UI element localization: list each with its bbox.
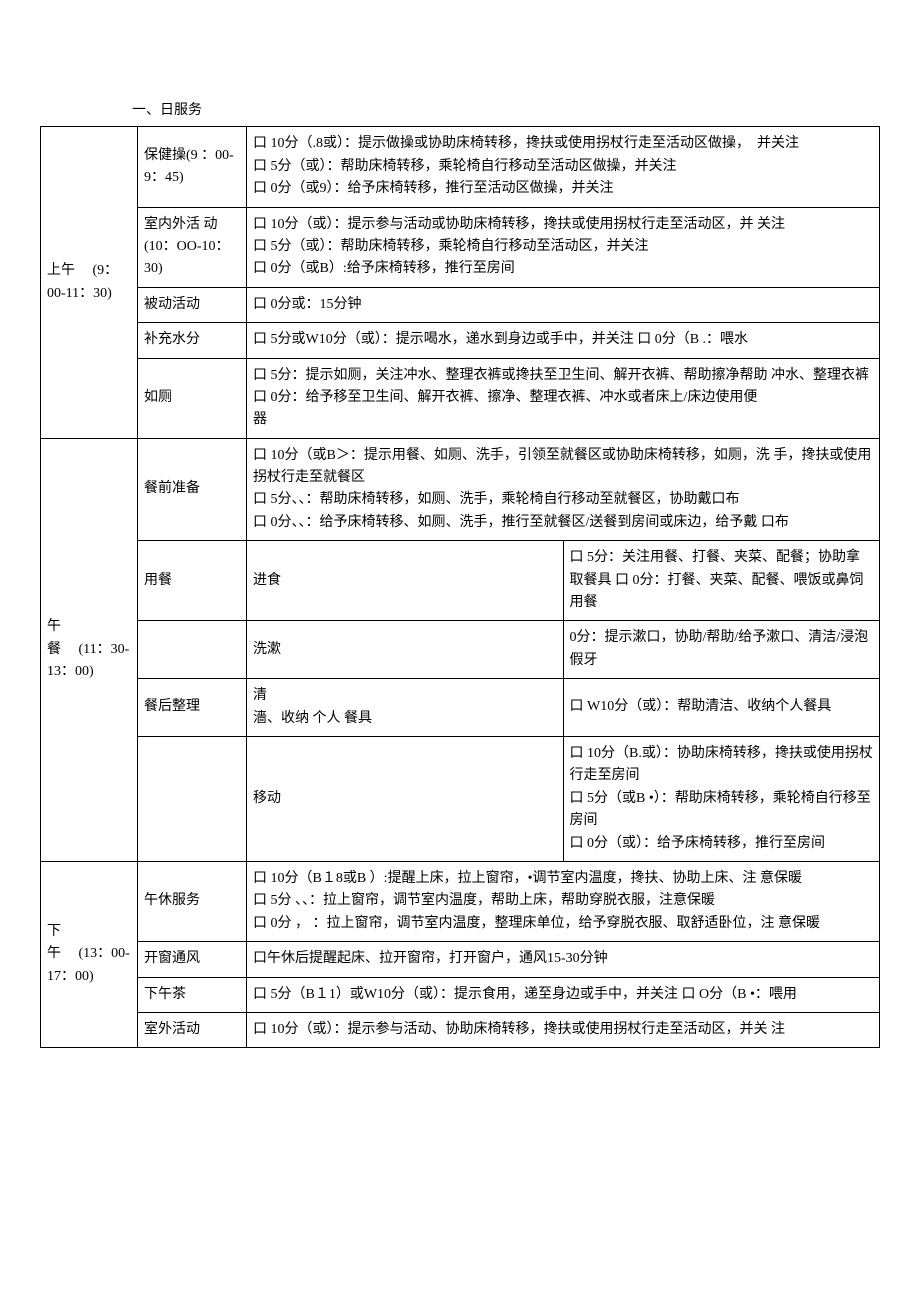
wash-sub: 洗漱: [247, 621, 564, 679]
tea-text: 口 5分（B１1）或W10分（或）：提示食用，递至身边或手中，并关注 口 O分（…: [247, 977, 880, 1012]
passive-activity-label: 被动活动: [138, 287, 247, 322]
clean-sub: 清 濇、收纳 个人 餐具: [247, 679, 564, 737]
wash-text: 0分：提示漱口，协助/帮助/给予漱口、清洁/浸泡假牙: [563, 621, 880, 679]
move-sub: 移动: [247, 736, 564, 861]
service-table: 上午 (9：00-11：30) 保健操(9 ：00-9：45) 口 10分（.8…: [40, 126, 880, 1048]
meal-label: 用餐: [138, 541, 247, 621]
health-exercise-label: 保健操(9 ：00-9：45): [138, 127, 247, 207]
eat-sub: 进食: [247, 541, 564, 621]
health-exercise-text: 口 10分（.8或）：提示做操或协助床椅转移，搀扶或使用拐杖行走至活动区做操， …: [247, 127, 880, 207]
section-title: 一、日服务: [132, 100, 880, 122]
indoor-activity-label: 室内外活 动 (10：OO-10：30): [138, 207, 247, 287]
before-meal-label: 餐前准备: [138, 438, 247, 541]
afternoon-time: 下 午 (13：00-17：00): [41, 861, 138, 1047]
move-text: 口 10分（B.或）：协助床椅转移，搀扶或使用拐杖行走至房间 口 5分（或B •…: [563, 736, 880, 861]
outdoor-label: 室外活动: [138, 1012, 247, 1047]
nap-label: 午休服务: [138, 861, 247, 941]
after-meal-spacer-top: [138, 621, 247, 679]
before-meal-text: 口 10分（或B＞：提示用餐、如厕、洗手，引领至就餐区或协助床椅转移，如厕，洗 …: [247, 438, 880, 541]
clean-text: 口 W10分（或）：帮助清洁、收纳个人餐具: [563, 679, 880, 737]
after-meal-label: 餐后整理: [138, 679, 247, 737]
eat-text: 口 5分：关注用餐、打餐、夹菜、配餐；协助拿取餐具 口 0分：打餐、夹菜、配餐、…: [563, 541, 880, 621]
window-text: 口午休后提醒起床、拉开窗帘，打开窗户，通风15-30分钟: [247, 942, 880, 977]
water-text: 口 5分或W10分（或）：提示喝水，递水到身边或手中，并关注 口 0分（B .：…: [247, 323, 880, 358]
water-label: 补充水分: [138, 323, 247, 358]
outdoor-text: 口 10分（或）：提示参与活动、协助床椅转移，搀扶或使用拐杖行走至活动区，并关 …: [247, 1012, 880, 1047]
nap-text: 口 10分（B１8或B ）:提醒上床，拉上窗帘，•调节室内温度，搀扶、协助上床、…: [247, 861, 880, 941]
lunch-time: 午 餐 (11：30-13：00): [41, 438, 138, 861]
tea-label: 下午茶: [138, 977, 247, 1012]
morning-time: 上午 (9：00-11：30): [41, 127, 138, 438]
toilet-text: 口 5分：提示如厕，关注冲水、整理衣裤或搀扶至卫生间、解开衣裤、帮助擦净帮助 冲…: [247, 358, 880, 438]
passive-activity-text: 口 0分或：15分钟: [247, 287, 880, 322]
after-meal-spacer-bottom: [138, 736, 247, 861]
indoor-activity-text: 口 10分（或）：提示参与活动或协助床椅转移，搀扶或使用拐杖行走至活动区，并 关…: [247, 207, 880, 287]
toilet-label: 如厕: [138, 358, 247, 438]
window-label: 开窗通风: [138, 942, 247, 977]
